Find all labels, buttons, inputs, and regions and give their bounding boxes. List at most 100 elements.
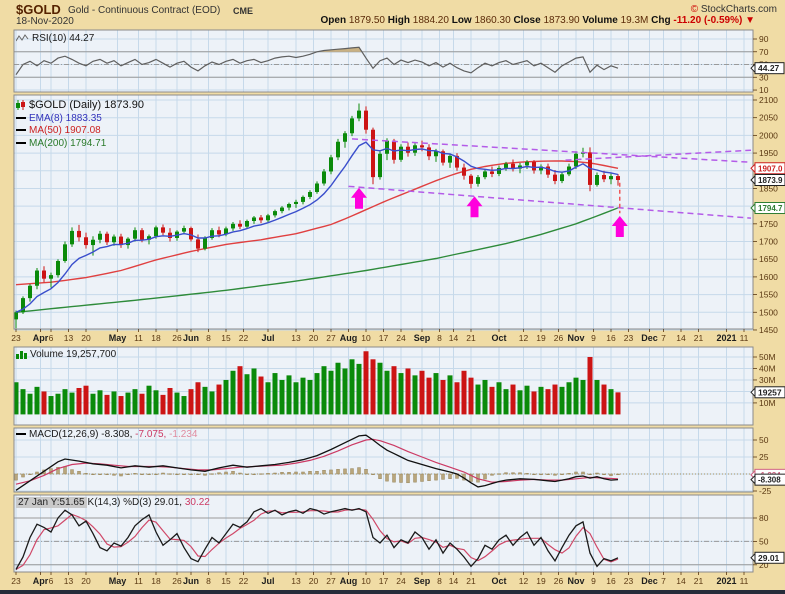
price-panel [13, 94, 754, 332]
chg-label: Chg [651, 15, 671, 26]
volume-value: 19.3M [620, 15, 649, 26]
svg-text:14: 14 [676, 576, 686, 586]
rsi-panel [13, 29, 754, 93]
svg-text:23: 23 [11, 576, 21, 586]
svg-text:12: 12 [519, 576, 529, 586]
svg-text:12: 12 [519, 333, 529, 343]
svg-text:13: 13 [291, 576, 301, 586]
svg-text:Nov: Nov [567, 576, 584, 586]
svg-text:22: 22 [239, 576, 249, 586]
svg-text:25: 25 [759, 452, 769, 462]
svg-text:8: 8 [206, 576, 211, 586]
svg-text:24: 24 [396, 333, 406, 343]
symbol-description: Gold - Continuous Contract (EOD) [68, 5, 221, 16]
svg-text:10: 10 [361, 333, 371, 343]
svg-text:26: 26 [172, 333, 182, 343]
svg-text:Oct: Oct [491, 333, 506, 343]
svg-text:9: 9 [591, 576, 596, 586]
svg-text:1650: 1650 [759, 254, 778, 264]
svg-text:Jun: Jun [183, 576, 199, 586]
svg-text:Jul: Jul [261, 576, 274, 586]
svg-text:Apr: Apr [33, 333, 49, 343]
svg-text:1873.9: 1873.9 [758, 176, 783, 185]
svg-text:21: 21 [466, 333, 476, 343]
svg-text:14: 14 [449, 333, 459, 343]
svg-text:8: 8 [437, 576, 442, 586]
svg-text:21: 21 [694, 333, 704, 343]
volume-panel [13, 346, 754, 426]
close-value: 1873.90 [543, 15, 580, 26]
svg-text:70: 70 [759, 47, 769, 57]
macd-panel [13, 427, 754, 493]
svg-text:26: 26 [554, 333, 564, 343]
open-value: 1879.50 [348, 15, 385, 26]
svg-text:2050: 2050 [759, 113, 778, 123]
svg-text:10: 10 [361, 576, 371, 586]
svg-text:24: 24 [396, 576, 406, 586]
svg-text:1500: 1500 [759, 307, 778, 317]
svg-text:1700: 1700 [759, 237, 778, 247]
svg-text:13: 13 [64, 576, 74, 586]
svg-text:21: 21 [466, 576, 476, 586]
svg-text:1600: 1600 [759, 272, 778, 282]
svg-text:20: 20 [81, 333, 91, 343]
svg-text:23: 23 [11, 333, 21, 343]
svg-text:17: 17 [379, 576, 389, 586]
chart-header: $GOLD Gold - Continuous Contract (EOD) C… [0, 0, 785, 28]
svg-text:2021: 2021 [716, 333, 736, 343]
stoch-panel [13, 494, 754, 575]
up-arrow-annotation [466, 196, 483, 218]
stockcharts-credit: © StockCharts.com [691, 4, 777, 15]
svg-text:8: 8 [206, 333, 211, 343]
high-label: High [387, 15, 410, 26]
svg-text:29.01: 29.01 [758, 553, 780, 563]
down-arrow-icon: ▼ [745, 15, 755, 26]
trend-channel-line [565, 149, 752, 161]
svg-text:26: 26 [554, 576, 564, 586]
volume-label: Volume [582, 15, 618, 26]
svg-text:2021: 2021 [716, 576, 736, 586]
svg-text:15: 15 [221, 576, 231, 586]
svg-text:13: 13 [291, 333, 301, 343]
up-arrow-annotation [611, 216, 628, 237]
svg-text:Aug: Aug [340, 333, 358, 343]
svg-text:23: 23 [624, 576, 634, 586]
svg-text:20: 20 [309, 333, 319, 343]
svg-text:-8.308: -8.308 [758, 476, 781, 485]
svg-text:-25: -25 [759, 486, 772, 496]
up-arrow-annotation [351, 187, 367, 209]
svg-text:18: 18 [151, 333, 161, 343]
svg-text:Sep: Sep [414, 333, 431, 343]
open-label: Open [320, 15, 347, 26]
svg-text:6: 6 [49, 333, 54, 343]
svg-text:50: 50 [759, 536, 769, 546]
axes: 9070503010210020502000195018501750170016… [11, 34, 785, 586]
svg-text:11: 11 [740, 576, 749, 586]
svg-text:Aug: Aug [340, 576, 358, 586]
svg-text:1550: 1550 [759, 290, 778, 300]
svg-text:26: 26 [172, 576, 182, 586]
svg-text:1850: 1850 [759, 183, 778, 193]
svg-text:10M: 10M [759, 398, 776, 408]
svg-text:2000: 2000 [759, 130, 778, 140]
svg-text:Dec: Dec [641, 576, 658, 586]
svg-text:13: 13 [64, 333, 74, 343]
svg-text:44.27: 44.27 [758, 63, 780, 73]
svg-text:17: 17 [379, 333, 389, 343]
svg-text:8: 8 [437, 333, 442, 343]
svg-text:27: 27 [326, 333, 336, 343]
svg-text:19: 19 [536, 576, 546, 586]
svg-text:80: 80 [759, 513, 769, 523]
symbol-title: $GOLD [16, 2, 61, 17]
svg-text:21: 21 [694, 576, 704, 586]
svg-text:30M: 30M [759, 375, 776, 385]
copyright-mark: © [690, 4, 699, 15]
svg-text:23: 23 [624, 333, 634, 343]
svg-text:1450: 1450 [759, 325, 778, 335]
svg-text:1950: 1950 [759, 148, 778, 158]
svg-text:50: 50 [759, 435, 769, 445]
svg-text:6: 6 [49, 576, 54, 586]
svg-text:Nov: Nov [567, 333, 584, 343]
